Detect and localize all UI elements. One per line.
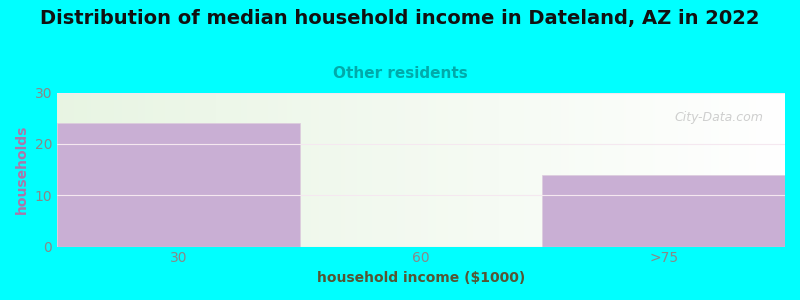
- Text: Distribution of median household income in Dateland, AZ in 2022: Distribution of median household income …: [40, 9, 760, 28]
- X-axis label: household income ($1000): household income ($1000): [317, 271, 525, 285]
- Y-axis label: households: households: [15, 125, 29, 214]
- Text: Other residents: Other residents: [333, 66, 467, 81]
- Bar: [542, 175, 785, 247]
- Text: City-Data.com: City-Data.com: [674, 111, 763, 124]
- Bar: [57, 123, 300, 247]
